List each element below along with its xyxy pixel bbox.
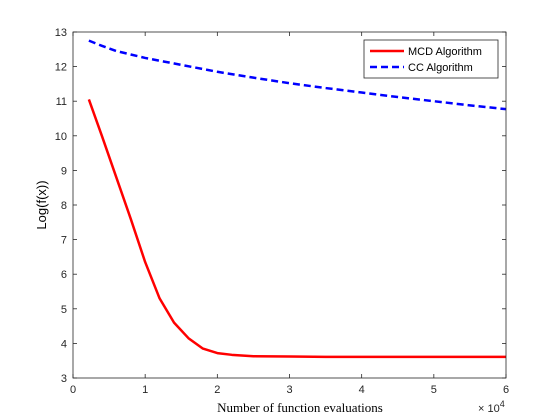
x-tick-label: 5: [431, 384, 437, 396]
x-tick-label: 6: [503, 384, 509, 396]
x-tick-label: 4: [359, 384, 365, 396]
y-tick-label: 4: [61, 338, 67, 350]
x-axis-exponent-base: × 10: [478, 403, 500, 415]
series-layer: [87, 39, 507, 359]
y-tick-label: 3: [61, 373, 67, 385]
y-tick-label: 11: [56, 96, 67, 108]
y-tick-label: 13: [55, 27, 67, 39]
y-tick-label: 5: [61, 304, 67, 316]
y-tick-label: 8: [61, 200, 67, 212]
x-axis-exponent: × 104: [478, 399, 505, 415]
y-tick-label: 12: [55, 62, 67, 74]
legend: MCD Algorithm CC Algorithm: [363, 39, 499, 79]
x-tick-label: 2: [214, 384, 220, 396]
x-tick-label: 1: [142, 384, 148, 396]
y-tick-label: 10: [55, 131, 67, 143]
y-tick-label: 6: [61, 269, 67, 281]
legend-label: MCD Algorithm: [408, 46, 482, 58]
y-axis-label: Log(f(x)): [34, 180, 49, 229]
x-axis-exponent-power: 4: [500, 399, 505, 409]
legend-box: [363, 39, 499, 79]
plot-area: [73, 32, 506, 378]
series-line-mcd: [87, 99, 506, 359]
x-tick-label: 3: [286, 384, 292, 396]
series-line-cc: [88, 39, 507, 111]
y-tick-label: 9: [61, 165, 67, 177]
x-axis-label: Number of function evaluations: [217, 400, 383, 415]
y-tick-label: 7: [61, 235, 67, 247]
legend-label: CC Algorithm: [408, 62, 473, 74]
x-tick-label: 0: [70, 384, 76, 396]
